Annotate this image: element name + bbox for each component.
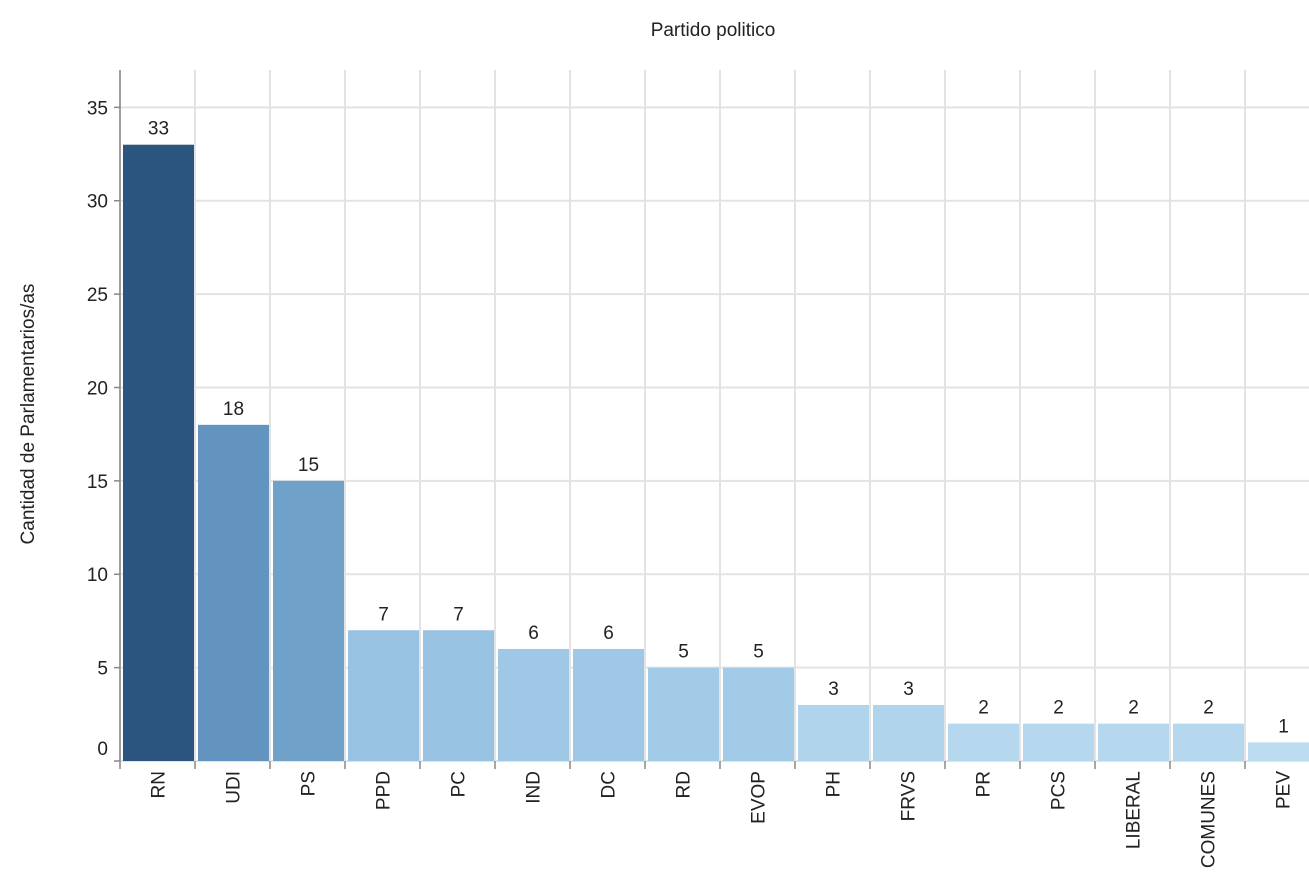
y-tick-label: 10 [87, 565, 108, 586]
bar-evop [723, 667, 794, 761]
y-axis: 0 5 10 15 20 25 30 35 [87, 70, 121, 769]
data-label: 3 [828, 679, 839, 700]
bar-liberal [1098, 723, 1169, 761]
y-tick-label: 15 [87, 472, 108, 493]
data-label: 7 [378, 604, 389, 625]
x-tick-label: RN [149, 771, 170, 798]
data-label: 5 [678, 642, 689, 663]
bar-rn [123, 144, 194, 761]
bar-ph [798, 704, 869, 761]
data-label: 5 [753, 642, 764, 663]
x-tick-label: IND [524, 771, 545, 804]
y-axis-label: Cantidad de Parlamentarios/as [18, 284, 39, 545]
data-label: 1 [1278, 716, 1289, 737]
data-label: 6 [528, 623, 539, 644]
x-tick-label: PEV [1274, 771, 1295, 809]
x-tick-label: PR [974, 771, 995, 797]
data-label: 6 [603, 623, 614, 644]
data-label: 2 [1128, 698, 1139, 719]
y-tick-label: 20 [87, 378, 108, 399]
x-tick-label: PS [299, 771, 320, 796]
x-tick-label: PC [449, 771, 470, 797]
data-label: 2 [1053, 698, 1064, 719]
bar-pr [948, 723, 1019, 761]
data-label: 2 [978, 698, 989, 719]
x-tick-label: LIBERAL [1124, 771, 1145, 849]
data-label: 3 [903, 679, 914, 700]
x-tick-label: PH [824, 771, 845, 797]
bar-ind [498, 648, 569, 761]
data-label: 7 [453, 604, 464, 625]
data-label: 15 [298, 455, 319, 476]
bar-pev [1248, 742, 1309, 761]
bar-frvs [873, 704, 944, 761]
data-label: 33 [148, 119, 169, 140]
y-tick-label: 25 [87, 285, 108, 306]
bar-ppd [348, 630, 419, 761]
bar-pc [423, 630, 494, 761]
bar-ps [273, 480, 344, 761]
chart-title: Partido politico [651, 20, 776, 41]
x-tick-label: PPD [374, 771, 395, 810]
x-tick-label: UDI [224, 771, 245, 804]
x-tick-label: RD [674, 771, 695, 798]
data-label: 18 [223, 399, 244, 420]
y-tick-label: 0 [97, 739, 108, 760]
bar-udi [198, 424, 269, 761]
x-tick-label: PCS [1049, 771, 1070, 810]
bar-dc [573, 648, 644, 761]
x-tick-label: EVOP [749, 771, 770, 824]
gridlines [119, 70, 1309, 762]
x-axis: RN UDI PS PPD PC IND DC RD EVOP PH FRVS PR PCS LIBERA… [149, 761, 1295, 868]
bar-pcs [1023, 723, 1094, 761]
x-tick-label: FRVS [899, 771, 920, 821]
y-tick-label: 30 [87, 192, 108, 213]
y-tick-label: 5 [97, 659, 108, 680]
bar-comunes [1173, 723, 1244, 761]
data-label: 2 [1203, 698, 1214, 719]
bar-rd [648, 667, 719, 761]
x-tick-label: DC [599, 771, 620, 798]
x-tick-label: COMUNES [1199, 771, 1220, 868]
y-tick-label: 35 [87, 98, 108, 119]
